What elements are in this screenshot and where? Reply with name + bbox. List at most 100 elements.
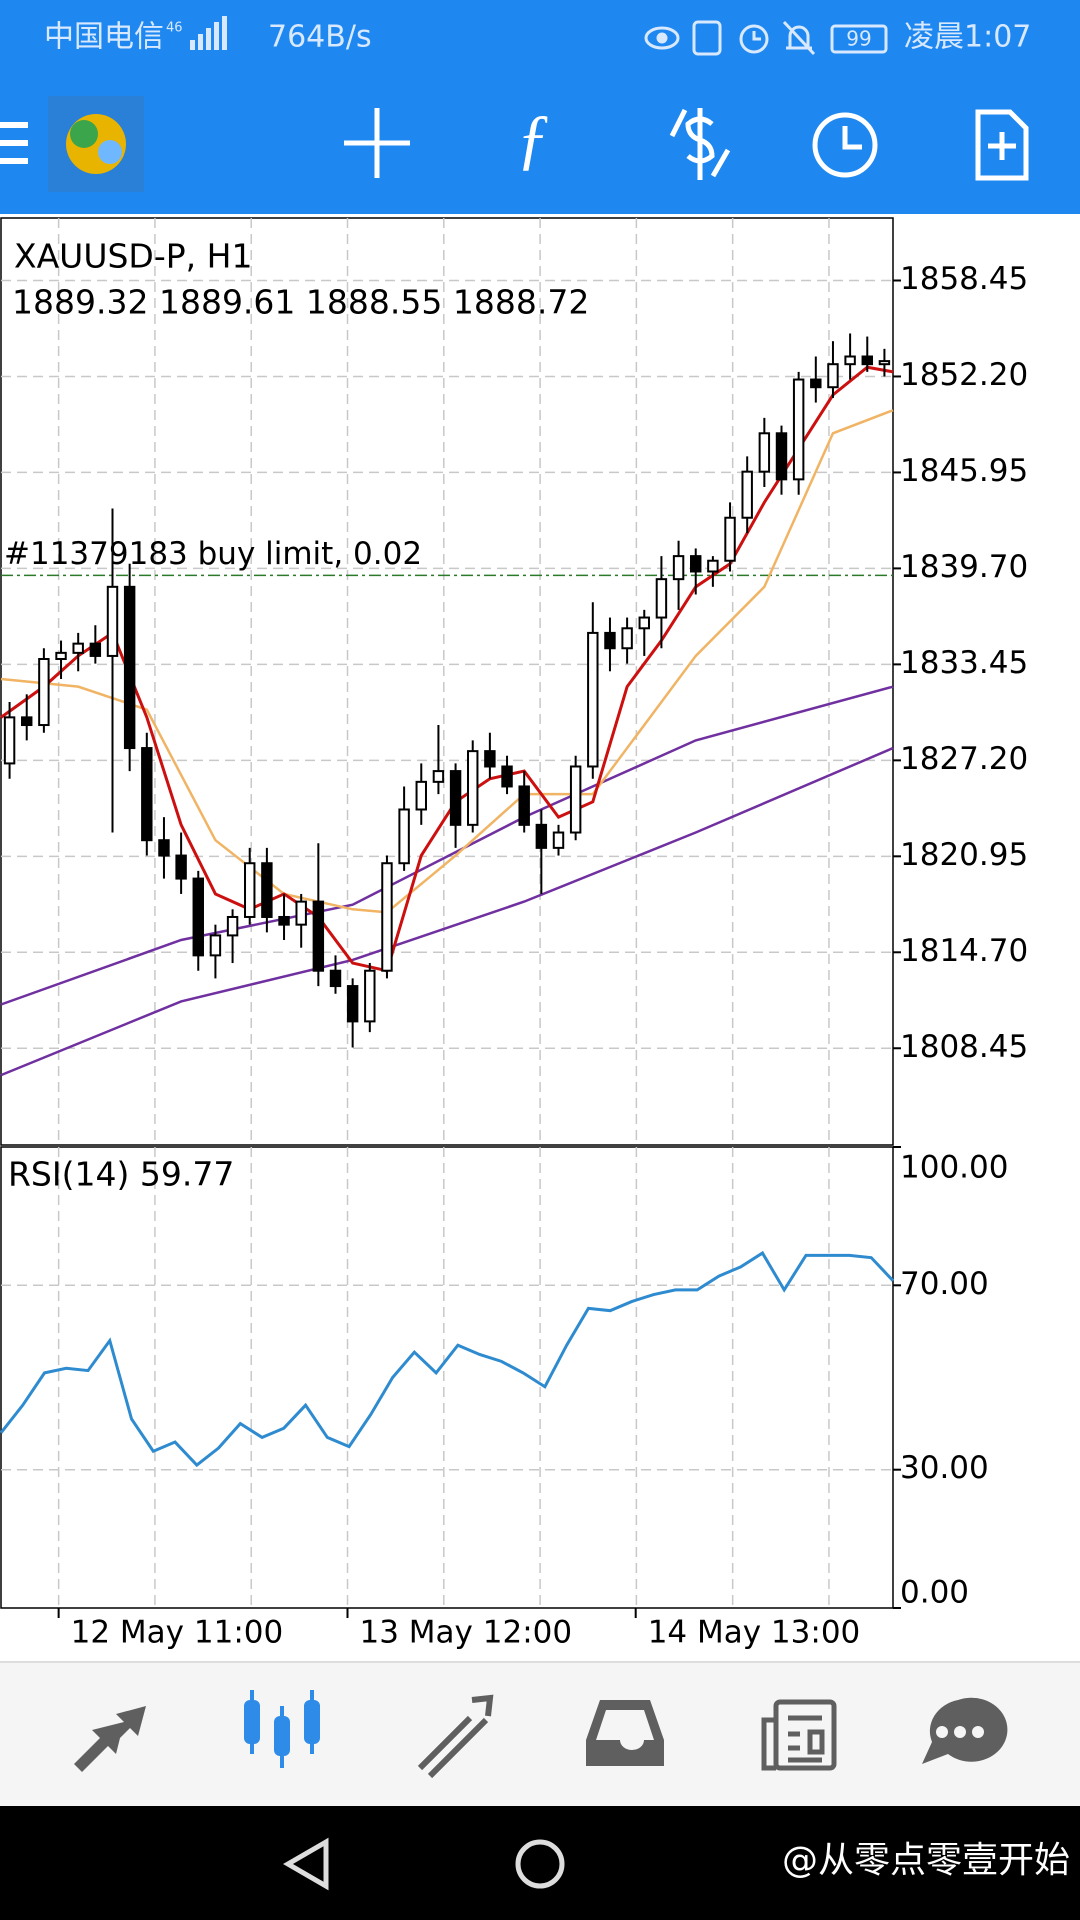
candle-body	[484, 750, 496, 768]
candle-body	[123, 585, 136, 750]
candle-body	[364, 969, 376, 1023]
candle-body	[226, 915, 239, 937]
candle-body	[792, 378, 805, 481]
y-tick-label: 70.00	[900, 1266, 989, 1302]
battery-level: 99	[846, 27, 871, 51]
candle-body	[209, 934, 222, 957]
x-tick-label: 13 May 12:00	[360, 1615, 573, 1651]
main-panel	[0, 217, 894, 1146]
candle-body	[278, 915, 290, 926]
candle-body	[175, 854, 187, 880]
template-button[interactable]	[975, 109, 1029, 181]
chart-layer: 12 May 11:00 13 May 12:00 14 May 13:00 1858…	[0, 218, 1028, 1651]
order-label: #11379183 buy limit, 0.02	[4, 536, 422, 572]
candle-body	[535, 823, 548, 849]
bottom-nav	[0, 1662, 1080, 1806]
candle-body	[329, 969, 342, 988]
moving-average	[0, 409, 894, 914]
status-icons	[644, 20, 888, 56]
candle-body	[158, 839, 170, 857]
y-tick-label: 1827.20	[900, 741, 1028, 777]
candle-body	[261, 862, 273, 918]
candle-body	[501, 765, 513, 788]
back-button[interactable]	[283, 1837, 329, 1891]
candle-body	[449, 770, 462, 826]
y-tick-label: 0.00	[900, 1575, 969, 1611]
candle-body	[758, 432, 771, 473]
candle-body	[432, 770, 445, 783]
chart-tab[interactable]	[244, 1690, 320, 1768]
app-header	[0, 0, 1080, 214]
candle-body	[381, 862, 393, 972]
news-tab[interactable]	[761, 1699, 837, 1771]
y-tick-label: 1820.95	[900, 837, 1028, 873]
candle-body	[3, 716, 16, 765]
candle-body	[775, 432, 788, 481]
trade-tab[interactable]	[417, 1694, 494, 1779]
candle-body	[141, 747, 153, 842]
candle-body	[467, 750, 479, 826]
rsi-title: RSI(14) 59.77	[8, 1155, 234, 1194]
menu-button[interactable]	[0, 122, 28, 164]
net-speed: 764B/s	[268, 20, 372, 55]
candle-body	[672, 555, 685, 581]
candle-body	[518, 785, 530, 826]
candle-body	[638, 616, 650, 630]
signal-icon	[190, 16, 227, 50]
candle-body	[878, 360, 891, 366]
home-button[interactable]	[515, 1839, 565, 1889]
candle-body	[346, 985, 359, 1023]
candle-body	[415, 780, 427, 811]
moving-average	[0, 685, 894, 1006]
candle-body	[861, 355, 873, 366]
system-nav	[0, 1806, 1080, 1920]
candle-body	[621, 627, 633, 650]
candle-body	[72, 642, 84, 654]
period-button[interactable]	[812, 112, 878, 178]
app-logo[interactable]	[48, 96, 144, 192]
candle-body	[312, 900, 325, 972]
rsi-panel	[0, 1146, 894, 1609]
watermark: @从零点零壹开始	[782, 1840, 1070, 1881]
candle-body	[587, 631, 599, 768]
candle-body	[844, 355, 856, 366]
candle-body	[55, 651, 67, 661]
candle-body	[690, 555, 702, 573]
y-tick-label: 1852.20	[900, 357, 1028, 393]
candle-body	[552, 831, 565, 849]
candle-body	[655, 578, 668, 619]
candle-body	[38, 658, 50, 727]
history-tab[interactable]	[586, 1700, 664, 1766]
candle-body	[741, 470, 753, 519]
y-tick-label: 1833.45	[900, 645, 1028, 681]
crosshair-button[interactable]	[344, 108, 410, 178]
candle-body	[707, 559, 719, 573]
x-tick-label: 14 May 13:00	[648, 1615, 861, 1651]
chat-tab[interactable]	[922, 1697, 1008, 1764]
trade-button[interactable]	[669, 108, 731, 180]
candle-body	[604, 631, 616, 650]
candle-body	[192, 877, 204, 957]
indicators-button[interactable]: ƒ	[516, 101, 550, 177]
y-tick-label: 1814.70	[900, 933, 1028, 969]
candle-body	[21, 716, 33, 727]
chart-title: XAUUSD-P, H1	[14, 237, 252, 276]
y-tick-label: 1858.45	[900, 261, 1028, 297]
y-tick-label: 100.00	[900, 1150, 1008, 1186]
network-type: 46	[166, 21, 183, 36]
candle-body	[106, 585, 119, 657]
carrier: 中国电信	[44, 20, 164, 55]
candle-body	[244, 862, 256, 918]
candle-body	[398, 808, 410, 865]
candle-body	[724, 516, 736, 562]
candle-body	[89, 642, 102, 657]
candle-body	[295, 900, 307, 926]
y-tick-label: 1808.45	[900, 1029, 1028, 1065]
candle-body	[827, 363, 839, 389]
y-tick-label: 1845.95	[900, 453, 1028, 489]
rsi-line	[0, 1250, 895, 1468]
moving-average	[0, 746, 894, 1077]
ohlc-readout: 1889.32 1889.61 1888.55 1888.72	[12, 283, 589, 322]
quotes-tab[interactable]	[74, 1706, 146, 1772]
